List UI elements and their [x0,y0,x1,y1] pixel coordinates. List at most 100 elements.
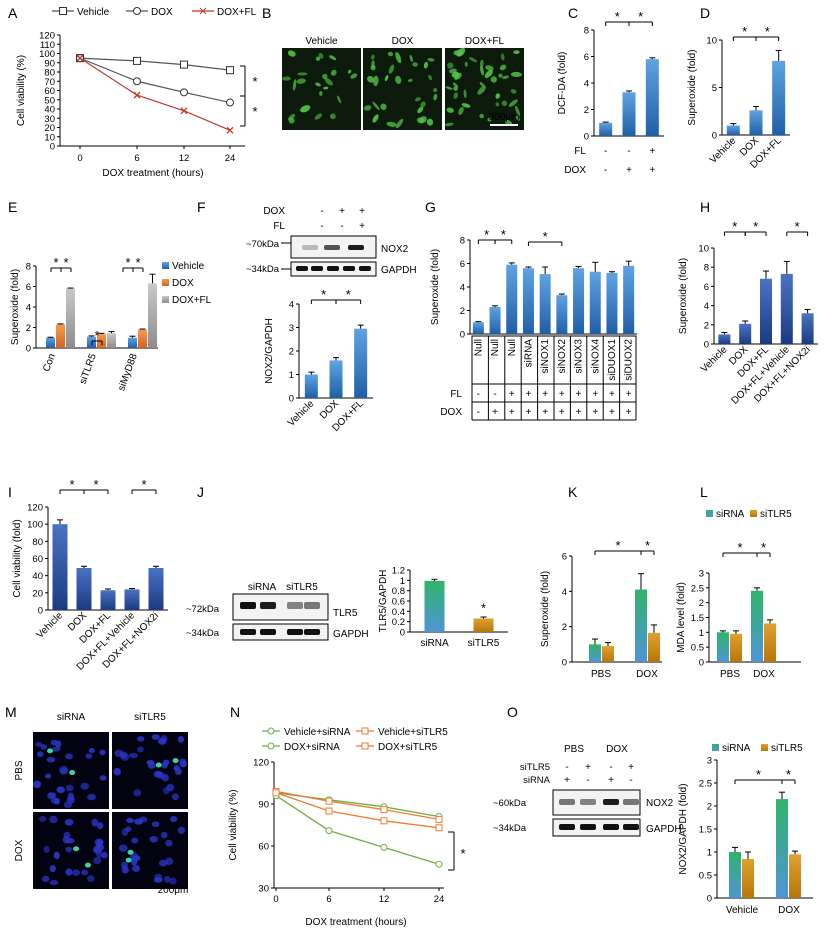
nucleus [163,875,171,883]
significance-star: * [795,219,800,234]
nucleus [41,875,50,883]
bar [424,580,445,632]
nucleus [49,815,58,824]
nucleus [165,839,173,847]
legend-label: DOX [151,7,173,18]
row-label: FL [273,221,285,232]
significance-star: * [135,255,140,270]
cell [373,75,379,87]
condition-sign: - [609,762,612,773]
panel-letter: F [197,199,206,215]
y-tick-label: 80 [32,537,43,548]
y-tick-label: 120 [27,503,43,514]
x-category-label: Null [473,339,484,356]
y-tick-label: 8 [26,262,31,273]
significance-star: * [321,287,326,302]
significance-star: * [638,9,643,24]
bar [556,295,568,334]
x-category-label: Vehicle [726,905,759,916]
cell [395,75,402,85]
y-tick-label: 0 [38,606,43,617]
nucleus [85,753,93,759]
y-axis-title: DCF-DA (fold) [557,52,568,115]
cell [282,76,291,81]
nucleus [93,856,102,865]
y-tick-label: 1 [289,370,294,381]
panel-letter: J [197,484,204,500]
x-tick-label: 0 [273,894,278,905]
y-tick-label: 0.6 [392,597,405,608]
nucleus [114,749,123,758]
y-axis-title: NOX2/GAPDH (fold) [678,783,689,874]
cell [487,117,492,122]
y-axis-title: MDA level (fold) [676,582,687,653]
x-category-label: siTLR5 [468,638,500,649]
data-point [180,88,188,97]
condition-sign: - [629,775,632,786]
positive-cell [73,846,80,852]
legend-marker [59,7,67,15]
nucleus [153,877,163,883]
y-tick-label: 6 [26,282,31,293]
y-tick-label: 40 [44,105,55,116]
nucleus [99,775,107,781]
condition-sign: - [477,389,480,400]
x-category-label: siNOX4 [590,339,601,374]
bar [789,854,801,898]
legend-swatch [712,744,719,751]
bar [623,265,635,334]
cell [395,51,402,64]
significance-star: * [94,328,99,343]
panel-letter: D [700,5,710,21]
y-tick-label: 6 [562,552,567,563]
y-tick-label: 3 [707,756,712,767]
y-tick-label: 2 [460,306,465,317]
nucleus [151,734,160,740]
y-tick-label: 2 [699,598,704,609]
significance-star: * [93,477,98,492]
blot-band [580,824,596,830]
row-label: PBS [14,760,25,780]
bar [718,334,731,344]
data-point [435,860,443,868]
mw-marker: ~60kDa [493,798,527,809]
positive-cell [127,849,134,855]
y-tick-label: 60 [258,842,269,853]
nucleus [53,797,60,805]
y-tick-label: 1.5 [691,613,704,624]
cell [323,86,329,90]
nucleus [40,744,47,750]
legend-label: DOX+siTLR5 [378,742,438,753]
condition-sign: - [493,389,496,400]
x-tick-label: 6 [134,153,139,164]
x-tick-label: 24 [434,894,445,905]
y-tick-label: 2 [562,622,567,633]
y-tick-label: 8 [704,263,709,274]
cell [480,59,484,68]
nucleus [88,748,95,754]
bar [138,329,147,348]
band-label: GAPDH [333,629,369,640]
legend-label: DOX+FL [172,295,212,306]
legend-marker [199,7,207,15]
nucleus [45,773,52,779]
cell [499,64,507,71]
nucleus [160,831,168,839]
y-tick-label: 80 [44,68,55,79]
bar [354,328,368,398]
cell [484,69,494,79]
cell [452,82,459,88]
nucleus [49,865,56,873]
cell [461,103,471,108]
bar [780,273,793,344]
significance-star: * [615,9,620,24]
y-tick-label: 1 [707,848,712,859]
nucleus [46,756,56,763]
image-label: DOX+FL [465,36,505,47]
significance-star: * [125,255,130,270]
condition-sign: + [559,407,565,418]
nucleus [65,868,73,876]
row-label: FL [574,146,586,157]
y-tick-label: 1 [699,628,704,639]
nucleus [149,835,158,843]
